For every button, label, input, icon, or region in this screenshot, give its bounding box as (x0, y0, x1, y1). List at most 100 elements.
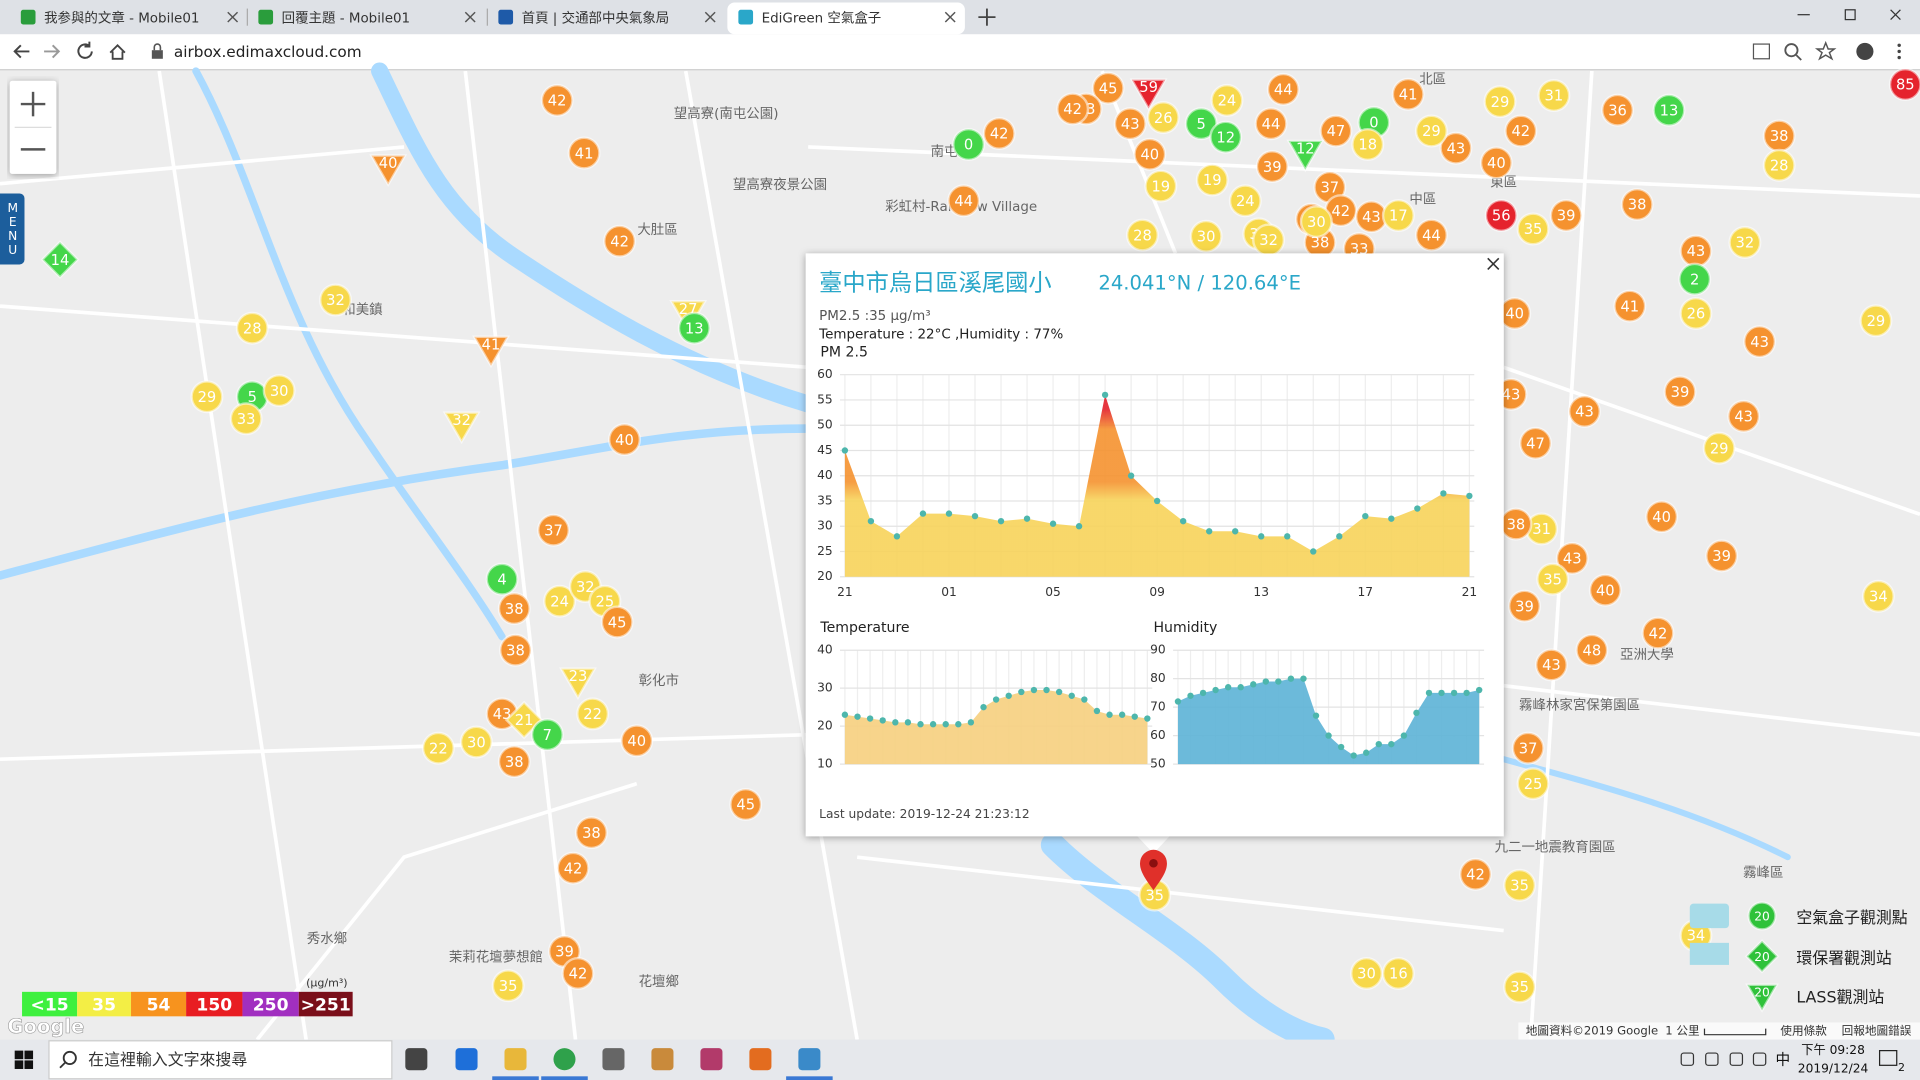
station-marker[interactable]: 38 (574, 816, 608, 850)
station-marker[interactable]: 38 (1499, 507, 1533, 541)
taskbar-app[interactable] (700, 1048, 723, 1071)
station-marker[interactable]: 29 (1859, 304, 1893, 338)
station-marker[interactable]: 35 (1503, 868, 1537, 902)
station-marker[interactable]: 32 (318, 283, 353, 317)
station-marker[interactable]: 45 (729, 787, 763, 822)
station-marker[interactable]: 43 (1534, 648, 1568, 682)
station-marker[interactable]: 30 (1189, 219, 1223, 253)
menu-button[interactable]: MENU (0, 193, 25, 265)
station-marker[interactable]: 18 (1351, 127, 1385, 162)
station-marker[interactable]: 40 (1479, 146, 1513, 180)
station-marker[interactable]: 43 (1679, 234, 1713, 268)
station-marker[interactable]: 56 (1484, 198, 1518, 233)
station-marker[interactable]: 19 (1144, 169, 1178, 203)
station-marker[interactable]: 40 (620, 724, 654, 758)
tab[interactable]: 首頁 | 交通部中央氣象局 (486, 8, 716, 27)
station-marker[interactable]: 32 (1252, 223, 1286, 257)
station-marker[interactable]: 40 (1133, 137, 1167, 171)
station-marker[interactable]: 35 (1536, 562, 1570, 596)
station-marker[interactable]: 38 (1762, 119, 1796, 153)
station-marker[interactable]: 41 (567, 136, 601, 170)
station-marker[interactable]: 41 (1613, 289, 1647, 323)
station-marker[interactable]: 44 (1254, 107, 1288, 141)
station-marker[interactable]: 39 (1255, 150, 1289, 184)
station-marker[interactable]: 39 (1663, 375, 1697, 409)
taskbar-app[interactable] (492, 1048, 539, 1080)
station-marker[interactable]: 42 (1458, 857, 1493, 891)
station-marker[interactable]: 44 (1414, 218, 1448, 252)
station-marker[interactable]: 30 (1350, 956, 1384, 990)
station-marker[interactable]: 28 (1762, 148, 1796, 182)
report[interactable]: 回報地圖錯誤 (1842, 1024, 1912, 1038)
station-marker[interactable]: 35 (491, 969, 525, 1003)
taskbar-app[interactable] (651, 1048, 674, 1071)
start-button[interactable] (14, 1050, 34, 1069)
station-marker[interactable]: 36 (1601, 93, 1635, 127)
nav-buttons[interactable] (13, 41, 163, 60)
station-marker[interactable]: 42 (556, 851, 590, 885)
station-marker[interactable]: 17 (1381, 198, 1415, 233)
station-marker[interactable]: 30 (459, 725, 493, 759)
station-marker[interactable]: 43 (1727, 399, 1761, 433)
station-marker[interactable]: 32 (442, 411, 481, 445)
station-marker[interactable]: 85 (1888, 67, 1920, 102)
station-marker[interactable]: 35 (1516, 212, 1550, 246)
station-marker[interactable]: 24 (1228, 184, 1262, 218)
station-marker[interactable]: 12 (1286, 139, 1325, 173)
station-marker[interactable]: 2 (1678, 262, 1712, 296)
station-marker[interactable]: 45 (600, 605, 634, 639)
station-marker[interactable]: 33 (229, 402, 263, 436)
station-marker[interactable]: 39 (1549, 198, 1583, 233)
station-marker[interactable]: 42 (540, 83, 574, 117)
search-box[interactable] (48, 1040, 393, 1080)
taskbar-app[interactable] (405, 1048, 428, 1071)
station-marker[interactable]: 24 (1210, 83, 1244, 117)
station-marker[interactable]: 40 (1645, 500, 1679, 534)
station-marker[interactable]: 47 (1518, 426, 1553, 460)
clock-time[interactable]: 下午 09:28 (1801, 1043, 1865, 1057)
taskbar-app[interactable] (602, 1048, 625, 1071)
station-marker[interactable]: 30 (262, 374, 296, 408)
station-marker[interactable]: 44 (1266, 72, 1300, 106)
station-marker[interactable]: 44 (947, 184, 981, 218)
station-marker[interactable]: 29 (190, 380, 224, 414)
station-marker[interactable]: 37 (536, 513, 570, 547)
station-marker[interactable]: 40 (1588, 573, 1622, 607)
tab[interactable]: 我参與的文章 - Mobile01 (20, 9, 239, 26)
ime[interactable]: 中 (1776, 1051, 1791, 1068)
station-marker[interactable]: 34 (1861, 579, 1895, 613)
station-marker[interactable]: 14 (40, 240, 80, 279)
new-tab[interactable] (978, 8, 996, 26)
station-marker[interactable]: 29 (1483, 85, 1517, 119)
station-marker[interactable]: 22 (576, 697, 610, 731)
station-marker[interactable]: 41 (1391, 77, 1425, 111)
station-marker[interactable]: 59 (1129, 78, 1168, 112)
station-marker[interactable]: 38 (1620, 187, 1654, 222)
station-marker[interactable]: 41 (472, 335, 510, 369)
station-marker[interactable]: 39 (1507, 589, 1542, 623)
taskbar-app[interactable] (455, 1048, 478, 1071)
station-marker[interactable]: 12 (1209, 120, 1243, 154)
station-marker[interactable]: 38 (497, 592, 531, 626)
station-marker[interactable]: 28 (235, 311, 269, 345)
station-marker[interactable]: 43 (1439, 131, 1473, 165)
station-marker[interactable]: 16 (1381, 956, 1415, 990)
station-marker[interactable]: 35 (1503, 970, 1537, 1004)
station-marker[interactable]: 40 (1498, 296, 1532, 330)
station-marker[interactable]: 26 (1146, 101, 1180, 135)
station-marker[interactable]: 13 (677, 311, 711, 345)
station-marker[interactable]: 38 (498, 633, 533, 667)
station-marker[interactable]: 31 (1537, 78, 1571, 113)
station-marker[interactable]: 43 (1743, 325, 1777, 359)
station-marker[interactable]: 42 (1056, 92, 1090, 126)
station-marker[interactable]: 48 (1575, 633, 1609, 667)
station-marker[interactable]: 42 (982, 116, 1016, 150)
popup-close[interactable] (1487, 257, 1500, 270)
station-marker[interactable]: 42 (561, 956, 595, 990)
station-marker[interactable]: 28 (1125, 218, 1159, 252)
station-marker[interactable]: 29 (1414, 114, 1448, 148)
station-marker[interactable]: 40 (369, 154, 408, 188)
station-marker[interactable]: 42 (603, 224, 637, 258)
notify-icon[interactable] (1878, 1050, 1898, 1066)
station-marker[interactable]: 32 (1728, 225, 1762, 259)
